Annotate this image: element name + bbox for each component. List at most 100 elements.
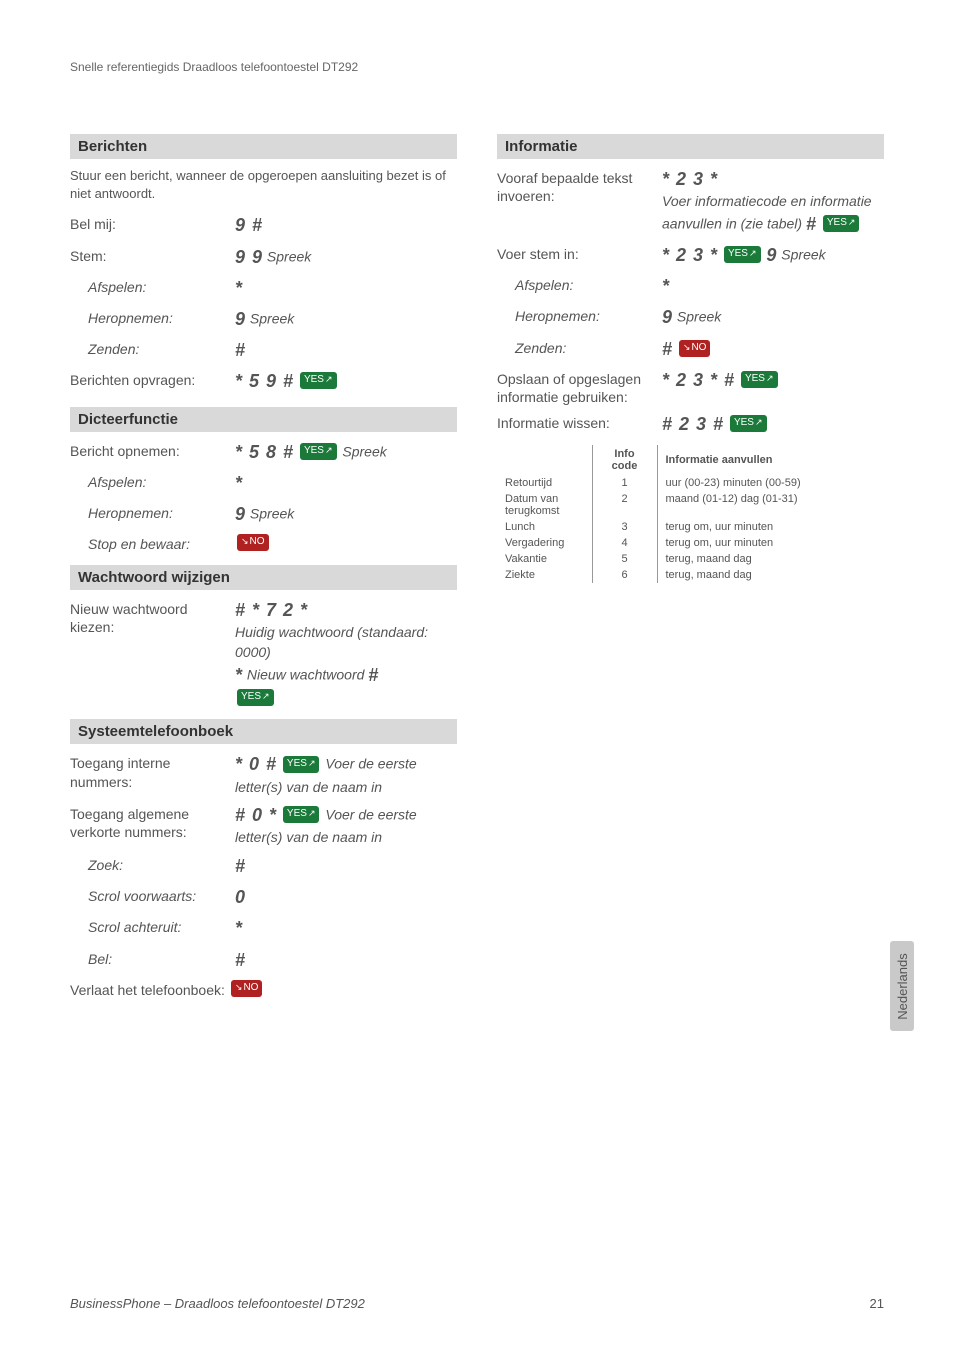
left-column: Berichten Stuur een bericht, wanneer de … bbox=[70, 134, 457, 1005]
table-row: Vakantie5terug, maand dag bbox=[497, 551, 809, 567]
section-title-wacht: Wachtwoord wijzigen bbox=[70, 565, 457, 590]
yes-icon: YES bbox=[237, 689, 274, 706]
stem-suffix: Spreek bbox=[263, 248, 311, 264]
herop-suffix: Spreek bbox=[246, 310, 294, 326]
alg-v1: # 0 * bbox=[235, 805, 277, 825]
zoek-label: Zoek: bbox=[70, 854, 235, 874]
bel-value: # bbox=[235, 950, 246, 970]
page-header: Snelle referentiegids Draadloos telefoon… bbox=[70, 60, 884, 74]
d-herop-value: 9 bbox=[235, 504, 246, 524]
table-row: Vergadering4terug om, uur minuten bbox=[497, 535, 809, 551]
voor-label: Scrol voorwaarts: bbox=[70, 885, 235, 905]
opnemen-value: * 5 8 # bbox=[235, 442, 294, 462]
i-stem-v1: * 2 3 * bbox=[662, 245, 718, 265]
yes-icon: YES bbox=[741, 371, 778, 388]
footer: BusinessPhone – Draadloos telefoontoeste… bbox=[70, 1296, 884, 1311]
section-title-systeem: Systeemtelefoonboek bbox=[70, 719, 457, 744]
stem-label: Stem: bbox=[70, 245, 235, 265]
herop-label: Heropnemen: bbox=[70, 307, 235, 327]
zoek-value: # bbox=[235, 856, 246, 876]
info-cell: terug om, uur minuten bbox=[657, 535, 809, 551]
wissen-value: # 2 3 # bbox=[662, 414, 724, 434]
info-h1 bbox=[497, 445, 592, 475]
intern-v1: * 0 # bbox=[235, 754, 277, 774]
info-cell: 3 bbox=[592, 519, 657, 535]
language-tab-label: Nederlands bbox=[895, 953, 910, 1020]
yes-icon: YES bbox=[730, 415, 767, 432]
voor-value: 0 bbox=[235, 887, 246, 907]
nieuw-label: Nieuw wachtwoord kiezen: bbox=[70, 598, 235, 636]
section-title-berichten: Berichten bbox=[70, 134, 457, 159]
intern-label: Toegang interne nummers: bbox=[70, 752, 235, 790]
nieuw-v3b: Nieuw wachtwoord bbox=[243, 666, 368, 682]
no-icon: NO bbox=[237, 534, 269, 551]
opslaan-value: * 2 3 * # bbox=[662, 370, 735, 390]
info-cell: maand (01-12) dag (01-31) bbox=[657, 491, 809, 519]
yes-icon: YES bbox=[724, 246, 761, 263]
i-stem-v2: 9 bbox=[766, 245, 777, 265]
d-afspelen-value: * bbox=[235, 473, 243, 493]
section-title-dicteer: Dicteerfunctie bbox=[70, 407, 457, 432]
info-cell: Lunch bbox=[497, 519, 592, 535]
info-cell: Ziekte bbox=[497, 567, 592, 583]
info-cell: Vergadering bbox=[497, 535, 592, 551]
i-afspelen-value: * bbox=[662, 276, 670, 296]
afspelen-value: * bbox=[235, 278, 243, 298]
info-cell: terug om, uur minuten bbox=[657, 519, 809, 535]
yes-icon: YES bbox=[823, 215, 860, 232]
achter-label: Scrol achteruit: bbox=[70, 916, 235, 936]
nieuw-v1: # * 7 2 * bbox=[235, 600, 308, 620]
zenden-value: # bbox=[235, 340, 246, 360]
no-icon: NO bbox=[679, 340, 711, 357]
i-zenden-value: # bbox=[662, 339, 673, 359]
info-cell: terug, maand dag bbox=[657, 551, 809, 567]
yes-icon: YES bbox=[283, 756, 320, 773]
yes-icon: YES bbox=[300, 372, 337, 389]
stem-value: 9 9 bbox=[235, 247, 263, 267]
opnemen-suffix: Spreek bbox=[339, 443, 387, 459]
yes-icon: YES bbox=[283, 806, 320, 823]
info-cell: uur (00-23) minuten (00-59) bbox=[657, 475, 809, 491]
info-cell: 1 bbox=[592, 475, 657, 491]
vooraf-v3: # bbox=[806, 214, 817, 234]
berichten-intro: Stuur een bericht, wanneer de opgeroepen… bbox=[70, 167, 457, 203]
belmij-label: Bel mij: bbox=[70, 213, 235, 233]
info-cell: 5 bbox=[592, 551, 657, 567]
right-column: Informatie Vooraf bepaalde tekst invoere… bbox=[497, 134, 884, 1005]
i-stem-v3: Spreek bbox=[777, 246, 825, 262]
language-tab: Nederlands bbox=[890, 941, 914, 1031]
i-stem-label: Voer stem in: bbox=[497, 243, 662, 263]
info-h2: Info code bbox=[592, 445, 657, 475]
info-cell: 6 bbox=[592, 567, 657, 583]
footer-left: BusinessPhone – Draadloos telefoontoeste… bbox=[70, 1296, 365, 1311]
opvragen-value: * 5 9 # bbox=[235, 371, 294, 391]
table-row: Datum van terugkomst2maand (01-12) dag (… bbox=[497, 491, 809, 519]
d-afspelen-label: Afspelen: bbox=[70, 471, 235, 491]
yes-icon: YES bbox=[300, 443, 337, 460]
belmij-value: 9 # bbox=[235, 215, 263, 235]
alg-label: Toegang algemene verkorte nummers: bbox=[70, 803, 235, 841]
info-cell: 2 bbox=[592, 491, 657, 519]
no-icon: NO bbox=[231, 980, 263, 997]
info-cell: terug, maand dag bbox=[657, 567, 809, 583]
nieuw-v2: Huidig wachtwoord (standaard: 0000) bbox=[235, 624, 428, 660]
i-afspelen-label: Afspelen: bbox=[497, 274, 662, 294]
nieuw-v3c: # bbox=[368, 665, 379, 685]
i-herop-v1: 9 bbox=[662, 307, 673, 327]
info-cell: Vakantie bbox=[497, 551, 592, 567]
info-h3: Informatie aanvullen bbox=[657, 445, 809, 475]
info-table: Info code Informatie aanvullen Retourtij… bbox=[497, 445, 809, 583]
opslaan-label: Opslaan of opgeslagen informatie gebruik… bbox=[497, 368, 662, 406]
i-herop-label: Heropnemen: bbox=[497, 305, 662, 325]
verlaat-label: Verlaat het telefoonboek: bbox=[70, 979, 225, 999]
herop-value: 9 bbox=[235, 309, 246, 329]
i-zenden-label: Zenden: bbox=[497, 337, 662, 357]
page-number: 21 bbox=[870, 1296, 884, 1311]
d-herop-suffix: Spreek bbox=[246, 505, 294, 521]
i-herop-v2: Spreek bbox=[673, 309, 721, 325]
vooraf-label: Vooraf bepaalde tekst invoeren: bbox=[497, 167, 662, 205]
afspelen-label: Afspelen: bbox=[70, 276, 235, 296]
table-row: Ziekte6terug, maand dag bbox=[497, 567, 809, 583]
stop-label: Stop en bewaar: bbox=[70, 533, 235, 553]
table-row: Lunch3terug om, uur minuten bbox=[497, 519, 809, 535]
